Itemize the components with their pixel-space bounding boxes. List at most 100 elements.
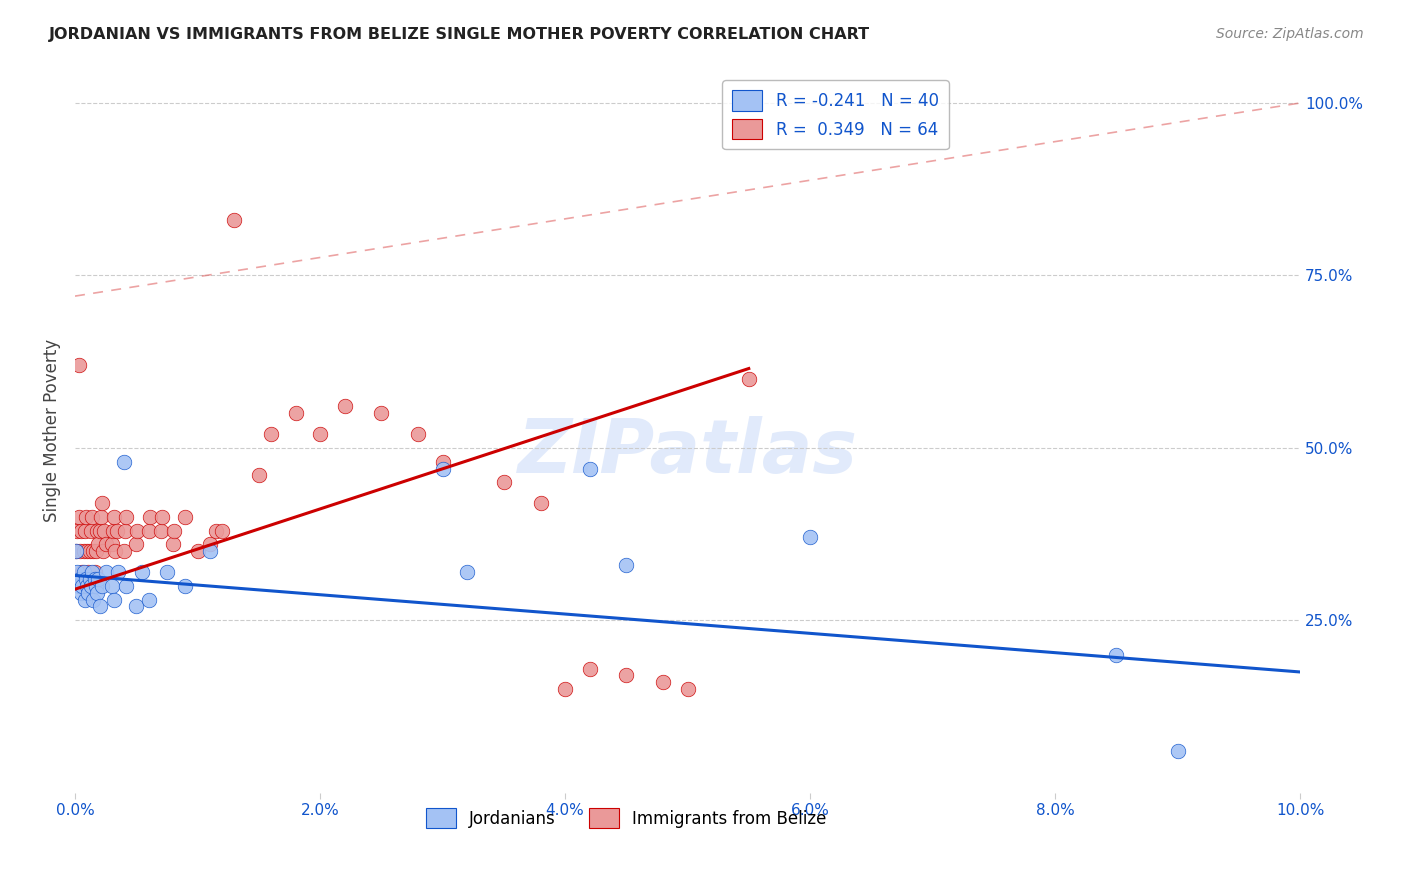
Point — [82, 565, 104, 579]
Point — [69, 572, 91, 586]
Point — [186, 544, 208, 558]
Point — [72, 565, 94, 579]
Point — [103, 592, 125, 607]
Point — [82, 509, 104, 524]
Point — [406, 427, 429, 442]
Point — [72, 565, 94, 579]
Point — [65, 544, 87, 558]
Point — [84, 544, 107, 558]
Point — [94, 537, 117, 551]
Point — [80, 524, 103, 538]
Point — [174, 579, 197, 593]
Point — [578, 461, 600, 475]
Point — [198, 544, 221, 558]
Point — [150, 509, 173, 524]
Text: JORDANIAN VS IMMIGRANTS FROM BELIZE SINGLE MOTHER POVERTY CORRELATION CHART: JORDANIAN VS IMMIGRANTS FROM BELIZE SING… — [49, 27, 870, 42]
Point — [82, 544, 104, 558]
Point — [105, 524, 128, 538]
Point — [432, 455, 454, 469]
Point — [738, 372, 761, 386]
Point — [67, 358, 90, 372]
Point — [66, 524, 89, 538]
Point — [80, 579, 103, 593]
Point — [83, 565, 105, 579]
Point — [82, 592, 104, 607]
Point — [163, 524, 186, 538]
Point — [138, 509, 160, 524]
Point — [66, 565, 89, 579]
Point — [676, 682, 699, 697]
Point — [799, 531, 821, 545]
Point — [578, 661, 600, 675]
Point — [125, 537, 148, 551]
Point — [70, 524, 93, 538]
Point — [211, 524, 233, 538]
Point — [65, 544, 87, 558]
Point — [131, 565, 153, 579]
Point — [103, 509, 125, 524]
Point — [75, 509, 97, 524]
Point — [333, 400, 356, 414]
Point — [554, 682, 576, 697]
Point — [77, 565, 100, 579]
Point — [456, 565, 478, 579]
Point — [100, 579, 122, 593]
Point — [149, 524, 172, 538]
Point — [93, 524, 115, 538]
Point — [112, 455, 135, 469]
Point — [101, 524, 124, 538]
Point — [156, 565, 179, 579]
Point — [73, 524, 96, 538]
Point — [67, 579, 90, 593]
Point — [94, 565, 117, 579]
Point — [86, 524, 108, 538]
Point — [77, 585, 100, 599]
Point — [75, 572, 97, 586]
Point — [125, 599, 148, 614]
Point — [224, 213, 246, 227]
Point — [100, 537, 122, 551]
Point — [91, 544, 114, 558]
Text: Source: ZipAtlas.com: Source: ZipAtlas.com — [1216, 27, 1364, 41]
Point — [72, 579, 94, 593]
Point — [115, 509, 138, 524]
Point — [174, 509, 197, 524]
Point — [284, 406, 307, 420]
Point — [114, 524, 136, 538]
Point — [1105, 648, 1128, 662]
Point — [86, 585, 108, 599]
Point — [79, 572, 101, 586]
Legend: Jordanians, Immigrants from Belize: Jordanians, Immigrants from Belize — [419, 801, 834, 835]
Point — [107, 565, 129, 579]
Point — [89, 599, 111, 614]
Point — [492, 475, 515, 490]
Point — [205, 524, 228, 538]
Point — [138, 524, 160, 538]
Point — [1166, 744, 1188, 758]
Point — [138, 592, 160, 607]
Point — [76, 579, 98, 593]
Point — [115, 579, 138, 593]
Point — [198, 537, 221, 551]
Point — [83, 572, 105, 586]
Y-axis label: Single Mother Poverty: Single Mother Poverty — [44, 339, 60, 522]
Point — [89, 524, 111, 538]
Point — [614, 558, 637, 572]
Point — [73, 592, 96, 607]
Point — [652, 675, 675, 690]
Point — [104, 544, 127, 558]
Point — [247, 468, 270, 483]
Point — [69, 544, 91, 558]
Point — [370, 406, 392, 420]
Point — [614, 668, 637, 682]
Point — [72, 544, 94, 558]
Point — [529, 496, 551, 510]
Point — [87, 572, 110, 586]
Point — [309, 427, 332, 442]
Point — [91, 579, 114, 593]
Point — [112, 544, 135, 558]
Point — [87, 537, 110, 551]
Text: ZIPatlas: ZIPatlas — [517, 416, 858, 489]
Point — [79, 544, 101, 558]
Point — [127, 524, 149, 538]
